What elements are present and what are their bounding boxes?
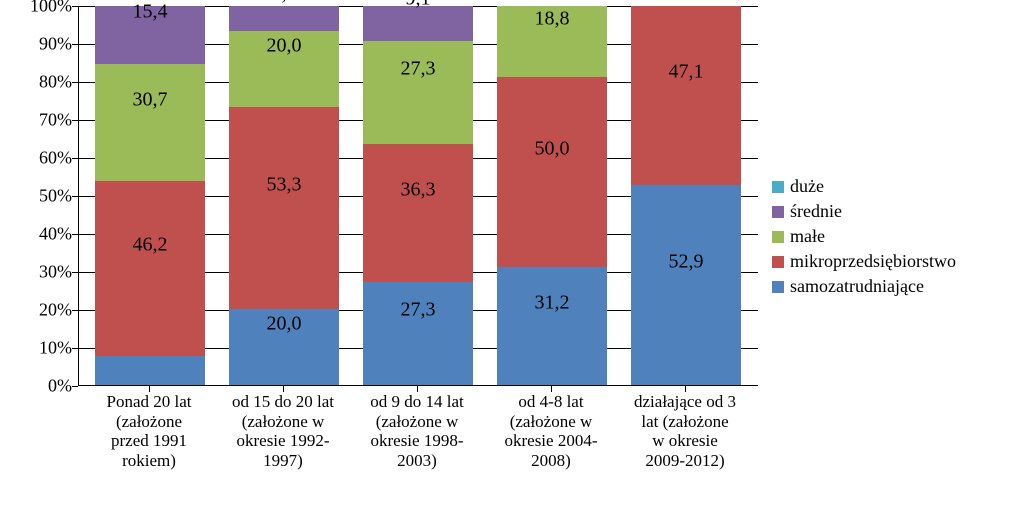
bar-c1: 20,053,320,06,7 [229,6,339,385]
legend-item-samozatrudniajace: samozatrudniające [772,276,956,297]
legend-item-male: małe [772,226,956,247]
legend: duże średnie małe mikroprzedsiębiorstwo samo… [772,172,956,301]
bar-segment-samozatrudniajace [95,356,205,385]
bar-segment-samozatrudniajace [363,282,473,385]
x-axis-label-line: Ponad 20 lat [85,392,213,412]
legend-swatch [772,281,784,293]
y-tick-label: 50% [2,186,72,207]
legend-label: średnie [790,201,842,222]
x-axis-label: od 4-8 lat(założone wokresie 2004-2008) [487,392,615,470]
bar-c3: 31,250,018,8 [497,6,607,385]
bar-segment-male [497,6,607,77]
bar-c0: 7,746,230,715,4 [95,6,205,385]
bar-segment-mikro [497,77,607,267]
y-tick-mark [72,386,78,387]
plot-area: 7,746,230,715,420,053,320,06,727,336,327… [78,6,758,386]
x-axis-label-line: rokiem) [85,451,213,471]
x-axis-label: od 9 do 14 lat(założone wokresie 1998-20… [353,392,481,470]
bar-segment-srednie [363,6,473,40]
x-axis-label-line: lat (założone [621,412,749,432]
x-axis-label-line: w okresie [621,431,749,451]
x-axis-label-line: 1997) [219,451,347,471]
y-tick-label: 90% [2,34,72,55]
bar-segment-samozatrudniajace [497,267,607,385]
legend-item-duze: duże [772,176,956,197]
y-tick-label: 30% [2,262,72,283]
bar-segment-srednie [229,6,339,31]
bar-segment-mikro [631,6,741,185]
bar-c4: 52,947,1 [631,6,741,385]
x-axis-label-line: 2008) [487,451,615,471]
x-axis-label-line: od 15 do 20 lat [219,392,347,412]
x-axis-label-line: okresie 1998- [353,431,481,451]
x-axis-label-line: okresie 2004- [487,431,615,451]
x-axis-label-line: (założone [85,412,213,432]
x-axis-label-line: od 4-8 lat [487,392,615,412]
x-axis-label-line: 2003) [353,451,481,471]
legend-swatch [772,181,784,193]
legend-swatch [772,256,784,268]
bar-segment-male [363,41,473,144]
bar-segment-mikro [95,181,205,356]
y-tick-label: 20% [2,300,72,321]
bar-c2: 27,336,327,39,1 [363,6,473,385]
y-tick-label: 0% [2,376,72,397]
bar-segment-samozatrudniajace [631,185,741,385]
y-tick-label: 70% [2,110,72,131]
x-axis-label-line: (założone w [353,412,481,432]
bar-segment-srednie [95,6,205,64]
legend-label: samozatrudniające [790,276,924,297]
y-tick-label: 80% [2,72,72,93]
x-axis-label: działające od 3lat (założonew okresie200… [621,392,749,470]
x-axis-label-line: (założone w [219,412,347,432]
x-axis-label-line: 2009-2012) [621,451,749,471]
bar-segment-male [95,64,205,180]
bar-segment-mikro [229,107,339,309]
legend-label: małe [790,226,825,247]
x-axis-label-line: (założone w [487,412,615,432]
legend-label: mikroprzedsiębiorstwo [790,251,956,272]
x-axis-label-line: przed 1991 [85,431,213,451]
y-tick-label: 60% [2,148,72,169]
x-axis-label-line: działające od 3 [621,392,749,412]
x-axis-label-line: okresie 1992- [219,431,347,451]
bar-segment-mikro [363,144,473,282]
legend-item-mikro: mikroprzedsiębiorstwo [772,251,956,272]
legend-item-srednie: średnie [772,201,956,222]
bar-segment-samozatrudniajace [229,309,339,385]
bar-segment-male [229,31,339,107]
x-axis-label: od 15 do 20 lat(założone wokresie 1992-1… [219,392,347,470]
y-tick-label: 100% [2,0,72,17]
x-axis-label-line: od 9 do 14 lat [353,392,481,412]
y-tick-label: 40% [2,224,72,245]
legend-label: duże [790,176,824,197]
legend-swatch [772,231,784,243]
legend-swatch [772,206,784,218]
x-axis-label: Ponad 20 lat(założoneprzed 1991rokiem) [85,392,213,470]
y-tick-label: 10% [2,338,72,359]
bars-container: 7,746,230,715,420,053,320,06,727,336,327… [79,6,758,385]
stacked-bar-chart: 0% 10% 20% 30% 40% 50% 60% 70% 80% 90% 100% 7,746,… [0,0,1024,521]
